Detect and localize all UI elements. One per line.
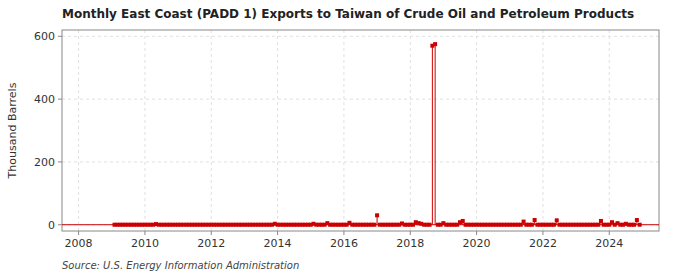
title: Monthly East Coast (PADD 1) Exports to T… [62,7,634,21]
marker [632,223,636,227]
annotation: Source: U.S. Energy Information Administ… [62,260,299,271]
grid-line [476,30,477,231]
marker [433,42,437,46]
tick [78,231,79,235]
tick-label: 2024 [595,237,623,250]
grid-line [62,99,659,100]
grid-line [410,30,411,231]
tick-label: 2008 [65,237,93,250]
marker [533,218,537,222]
marker [428,223,432,227]
marker [530,223,534,227]
tick-label: 2010 [131,237,159,250]
chart: 2008 2010 2012 2014 2016 2018 2020 2022 2024 0 200… [0,0,675,275]
grid-line [542,30,543,231]
marker [638,223,642,227]
tick-label: 2020 [463,237,491,250]
tick [542,231,543,235]
grid-line [62,36,659,37]
tick-label: 2016 [330,237,358,250]
grid [62,30,659,231]
marker [599,219,603,223]
tick [609,231,610,235]
grid-line [277,30,278,231]
tick [58,161,62,162]
axis-label: Thousand Barrels [6,82,19,179]
tick [410,231,411,235]
tick-label: 0 [48,219,55,232]
tick [144,231,145,235]
tick-label: 2012 [197,237,225,250]
tick-label: 2018 [396,237,424,250]
marker [375,213,379,217]
tick-label: 2022 [529,237,557,250]
tick [343,231,344,235]
tick [58,36,62,37]
stem [435,44,436,225]
marker [596,223,600,227]
grid-line [343,30,344,231]
marker [461,219,465,223]
tick-label: 2014 [264,237,292,250]
grid-line [211,30,212,231]
tick [277,231,278,235]
plot-area [62,30,659,231]
grid-line [62,161,659,162]
tick-label: 400 [34,93,55,106]
plot-frame [62,30,659,231]
grid-line [144,30,145,231]
grid-line [78,30,79,231]
tick-label: 600 [34,30,55,43]
tick [476,231,477,235]
grid-line [609,30,610,231]
stem [432,46,433,225]
tick [211,231,212,235]
tick [58,99,62,100]
tick [58,224,62,225]
data [62,42,659,227]
marker [635,218,639,222]
marker [555,218,559,222]
tick-label: 200 [34,156,55,169]
marker [372,223,376,227]
marker [552,223,556,227]
